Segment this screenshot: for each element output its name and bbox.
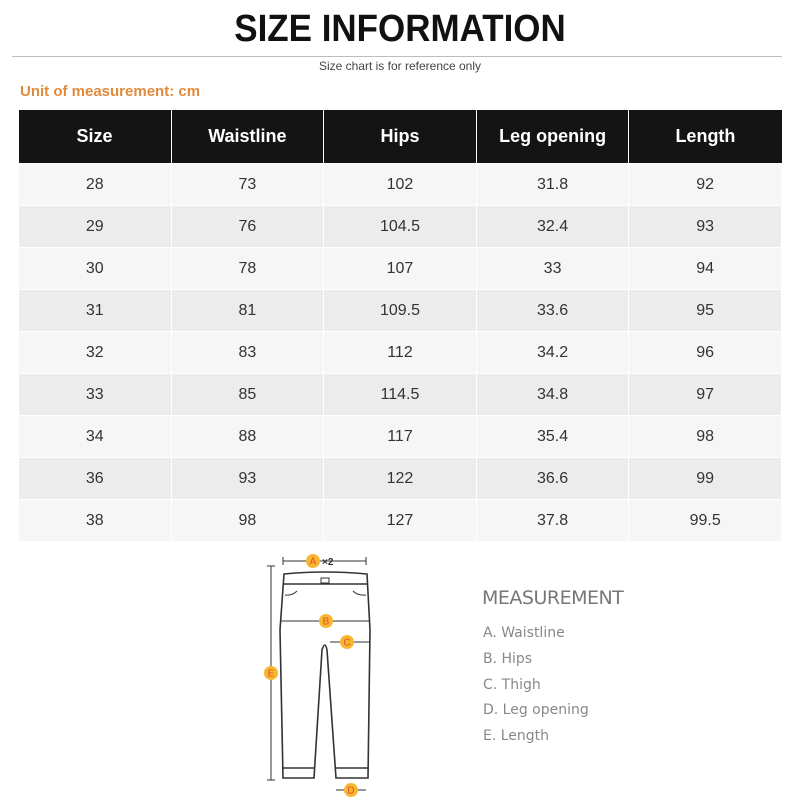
table-cell: 36 — [18, 457, 172, 500]
table-cell: 31 — [18, 289, 172, 332]
table-row: 31 81 109.5 33.6 95 — [18, 289, 782, 332]
title-divider — [12, 56, 782, 57]
marker-label: D — [347, 786, 354, 797]
table-cell: 32 — [18, 331, 172, 374]
table-cell: 104.5 — [323, 205, 477, 248]
table-cell: 29 — [18, 205, 172, 248]
marker-d: D — [344, 783, 358, 797]
table-cell: 93 — [170, 457, 325, 500]
column-header-size: Size — [18, 110, 172, 164]
table-cell: 73 — [170, 163, 325, 206]
table-row: 36 93 122 36.6 99 — [18, 457, 782, 500]
table-cell: 93 — [628, 205, 782, 248]
table-cell: 122 — [323, 457, 477, 500]
table-cell: 31.8 — [475, 163, 630, 206]
table-cell: 96 — [628, 331, 782, 374]
marker-circle — [306, 554, 320, 568]
table-cell: 88 — [170, 415, 325, 458]
table-cell: 127 — [323, 499, 477, 542]
marker-e: E — [264, 666, 278, 680]
table-cell: 102 — [323, 163, 477, 206]
measurement-item: B. Hips — [483, 650, 533, 667]
table-cell: 109.5 — [323, 289, 477, 332]
measurement-item: E. Length — [483, 728, 550, 745]
marker-circle — [264, 666, 278, 680]
table-cell: 99.5 — [628, 499, 782, 542]
table-row: 34 88 117 35.4 98 — [18, 415, 782, 458]
table-cell: 28 — [18, 163, 172, 206]
table-cell: 99 — [628, 457, 782, 500]
table-cell: 98 — [170, 499, 325, 542]
table-cell: 36.6 — [475, 457, 630, 500]
table-row: 30 78 107 33 94 — [18, 247, 782, 290]
table-cell: 112 — [323, 331, 477, 374]
table-cell: 38 — [18, 499, 172, 542]
marker-circle — [344, 783, 358, 797]
measurement-title: MEASUREMENT — [482, 587, 624, 609]
marker-c: C — [340, 635, 354, 649]
column-header-waistline: Waistline — [170, 110, 324, 164]
measurement-item: D. Leg opening — [483, 702, 589, 719]
table-cell: 92 — [628, 163, 782, 206]
table-cell: 33 — [475, 247, 630, 290]
size-table: Size Waistline Hips Leg opening Length 28 73 1… — [18, 110, 782, 542]
subtitle: Size chart is for reference only — [318, 59, 482, 73]
marker-label: A — [310, 557, 317, 568]
column-header-leg-opening: Leg opening — [475, 110, 629, 164]
table-row: 33 85 114.5 34.8 97 — [18, 373, 782, 416]
marker-label: C — [343, 638, 350, 649]
table-row: 29 76 104.5 32.4 93 — [18, 205, 782, 248]
table-cell: 94 — [628, 247, 782, 290]
table-cell: 114.5 — [323, 373, 477, 416]
table-cell: 33.6 — [475, 289, 630, 332]
table-cell: 97 — [628, 373, 782, 416]
table-cell: 98 — [628, 415, 782, 458]
table-cell: 81 — [170, 289, 325, 332]
marker-circle — [319, 614, 333, 628]
table-cell: 34.8 — [475, 373, 630, 416]
column-header-length: Length — [628, 110, 782, 164]
marker-label: E — [268, 669, 275, 680]
waist-multiplier: ×2 — [322, 557, 334, 568]
marker-a: A — [306, 554, 320, 568]
marker-b: B — [319, 614, 333, 628]
table-cell: 95 — [628, 289, 782, 332]
table-row: 28 73 102 31.8 92 — [18, 163, 782, 206]
table-cell: 33 — [18, 373, 172, 416]
table-header-row: Size Waistline Hips Leg opening Length — [18, 110, 782, 164]
table-cell: 83 — [170, 331, 325, 374]
unit-label: Unit of measurement: cm — [20, 83, 201, 100]
table-cell: 35.4 — [475, 415, 630, 458]
column-header-hips: Hips — [323, 110, 477, 164]
measurement-item: C. Thigh — [483, 676, 541, 693]
marker-label: B — [323, 617, 330, 628]
table-cell: 34.2 — [475, 331, 630, 374]
table-row: 38 98 127 37.8 99.5 — [18, 499, 782, 542]
pants-diagram: A B C D E ×2 — [264, 554, 371, 797]
measurement-item: A. Waistline — [483, 625, 565, 641]
table-cell: 30 — [18, 247, 172, 290]
table-cell: 85 — [170, 373, 325, 416]
table-row: 32 83 112 34.2 96 — [18, 331, 782, 374]
table-cell: 117 — [323, 415, 477, 458]
table-cell: 32.4 — [475, 205, 630, 248]
table-cell: 34 — [18, 415, 172, 458]
page-title: SIZE INFORMATION — [234, 8, 566, 50]
table-cell: 37.8 — [475, 499, 630, 542]
table-cell: 76 — [170, 205, 325, 248]
table-cell: 107 — [323, 247, 477, 290]
measurement-list: A. Waistline B. Hips C. Thigh D. Leg openin… — [483, 625, 589, 754]
marker-circle — [340, 635, 354, 649]
table-cell: 78 — [170, 247, 325, 290]
